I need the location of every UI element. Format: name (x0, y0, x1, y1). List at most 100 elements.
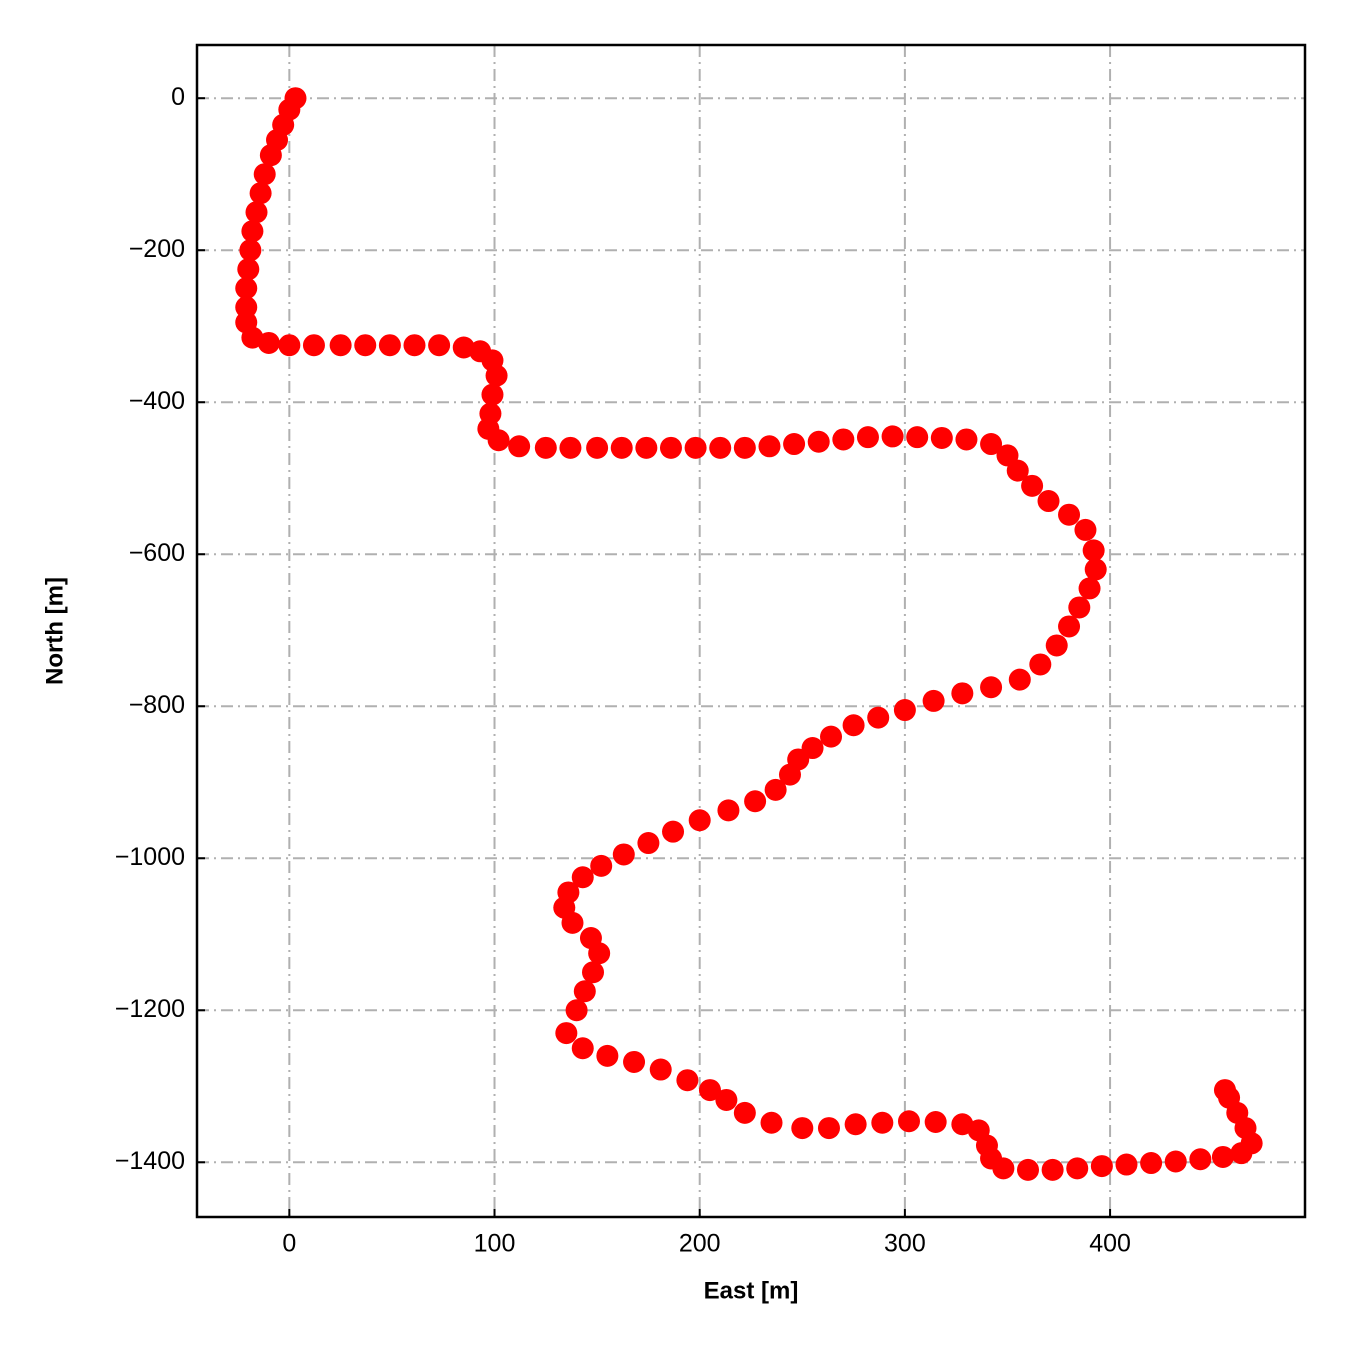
point (1066, 1157, 1089, 1180)
point (783, 433, 806, 456)
point (980, 676, 1003, 699)
point (1021, 474, 1044, 497)
point (688, 809, 711, 832)
point (573, 980, 596, 1003)
point (1058, 503, 1081, 526)
point (832, 428, 855, 451)
point (588, 942, 611, 965)
y-tick-label: −800 (129, 691, 185, 719)
point (235, 296, 258, 319)
point (245, 201, 268, 224)
y-axis-label: North [m] (41, 577, 68, 685)
y-tick-label: −400 (129, 387, 185, 415)
point (582, 961, 605, 984)
point (820, 725, 843, 748)
point (590, 854, 613, 877)
point (955, 428, 978, 451)
x-axis-label: East [m] (704, 1277, 799, 1304)
point (481, 383, 504, 406)
point (1045, 634, 1068, 657)
point (253, 163, 276, 186)
point (817, 1117, 840, 1140)
y-tick-label: −600 (129, 539, 185, 567)
x-tick-label: 200 (679, 1230, 721, 1258)
points (235, 87, 1263, 1181)
point (1037, 490, 1060, 513)
point (1164, 1150, 1187, 1173)
point (278, 334, 301, 357)
point (1140, 1152, 1163, 1175)
point (561, 911, 584, 934)
point (403, 334, 426, 357)
point (733, 436, 756, 459)
point (1058, 615, 1081, 638)
point (1082, 539, 1105, 562)
point (1017, 1158, 1039, 1181)
point (791, 1117, 814, 1140)
point (709, 436, 732, 459)
point (951, 682, 974, 705)
point (676, 1069, 699, 1092)
point (893, 699, 916, 722)
point (487, 429, 510, 452)
point (649, 1058, 672, 1081)
point (698, 1079, 721, 1102)
point (241, 220, 264, 243)
point (684, 436, 707, 459)
plot-frame (195, 43, 1307, 1219)
point (534, 436, 557, 459)
point (610, 436, 633, 459)
point (1008, 668, 1031, 691)
point (596, 1044, 619, 1067)
point (239, 239, 262, 262)
point (1115, 1153, 1138, 1176)
point (744, 790, 767, 813)
point (329, 334, 352, 357)
point (1068, 596, 1091, 619)
x-tick-label: 100 (474, 1230, 516, 1258)
point (897, 1110, 920, 1133)
point (635, 436, 658, 459)
point (452, 336, 475, 359)
y-tick-label: 0 (171, 83, 185, 111)
point (758, 435, 781, 458)
point (980, 433, 1003, 456)
point (1189, 1148, 1212, 1171)
point (871, 1111, 894, 1134)
point (662, 820, 685, 843)
point (637, 832, 660, 855)
point (807, 430, 830, 453)
point (571, 866, 594, 889)
x-tick-label: 400 (1089, 1230, 1131, 1258)
point (1090, 1155, 1113, 1178)
x-tick-label: 0 (282, 1230, 296, 1258)
point (867, 706, 890, 729)
point (586, 436, 609, 459)
point (378, 334, 401, 357)
point (659, 436, 682, 459)
point (764, 778, 787, 801)
point (844, 1113, 867, 1136)
point (249, 182, 272, 205)
point (237, 258, 260, 281)
point (733, 1101, 756, 1124)
x-tick-label: 300 (884, 1230, 926, 1258)
point (1213, 1079, 1236, 1102)
point (881, 425, 904, 448)
point (623, 1050, 646, 1073)
point (930, 426, 953, 449)
point (259, 144, 282, 167)
point (485, 364, 508, 387)
point (354, 334, 377, 357)
point (235, 277, 258, 300)
point (924, 1110, 947, 1133)
point (508, 435, 531, 458)
point (555, 1022, 578, 1045)
point (778, 763, 801, 786)
point (906, 426, 929, 449)
point (571, 1037, 594, 1060)
point (1084, 558, 1107, 581)
point (302, 334, 325, 357)
point (1078, 577, 1101, 600)
